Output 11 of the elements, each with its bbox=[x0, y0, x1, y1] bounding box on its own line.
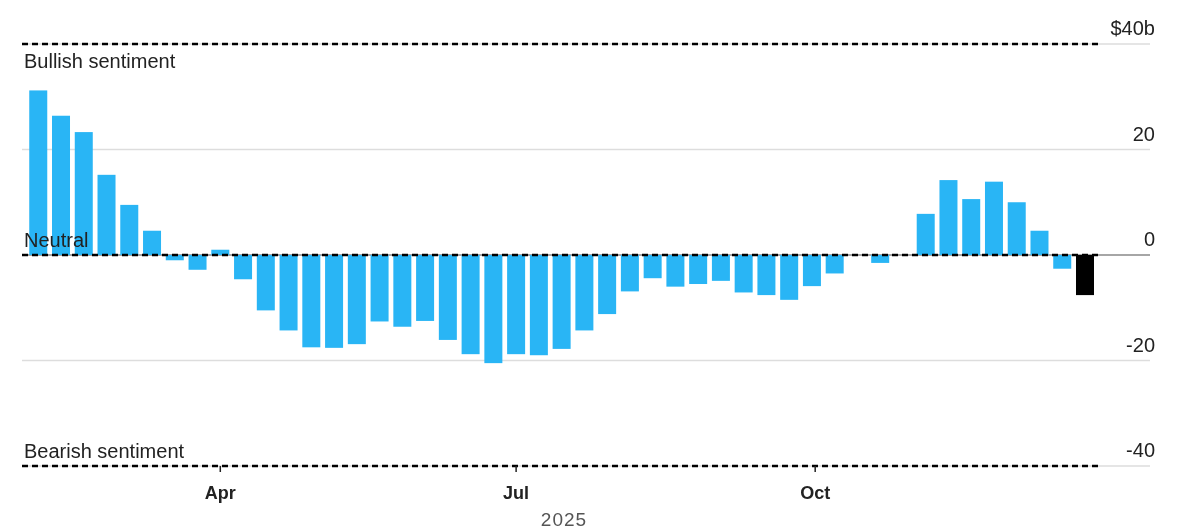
ref-line-label: Bullish sentiment bbox=[24, 50, 176, 72]
y-tick-label: -40 bbox=[1126, 439, 1155, 461]
x-axis-title: 2025 bbox=[540, 509, 588, 530]
x-tick-label: Jul bbox=[503, 483, 530, 503]
y-tick-label: 20 bbox=[1132, 122, 1155, 145]
x-tick-label: Apr bbox=[204, 483, 236, 503]
y-tick-label: -20 bbox=[1126, 333, 1155, 356]
y-tick-label: $40b bbox=[1110, 17, 1155, 39]
ref-line-label: Bearish sentiment bbox=[24, 440, 185, 462]
y-tick-label: 0 bbox=[1143, 228, 1155, 250]
x-tick-label: Oct bbox=[800, 483, 831, 503]
